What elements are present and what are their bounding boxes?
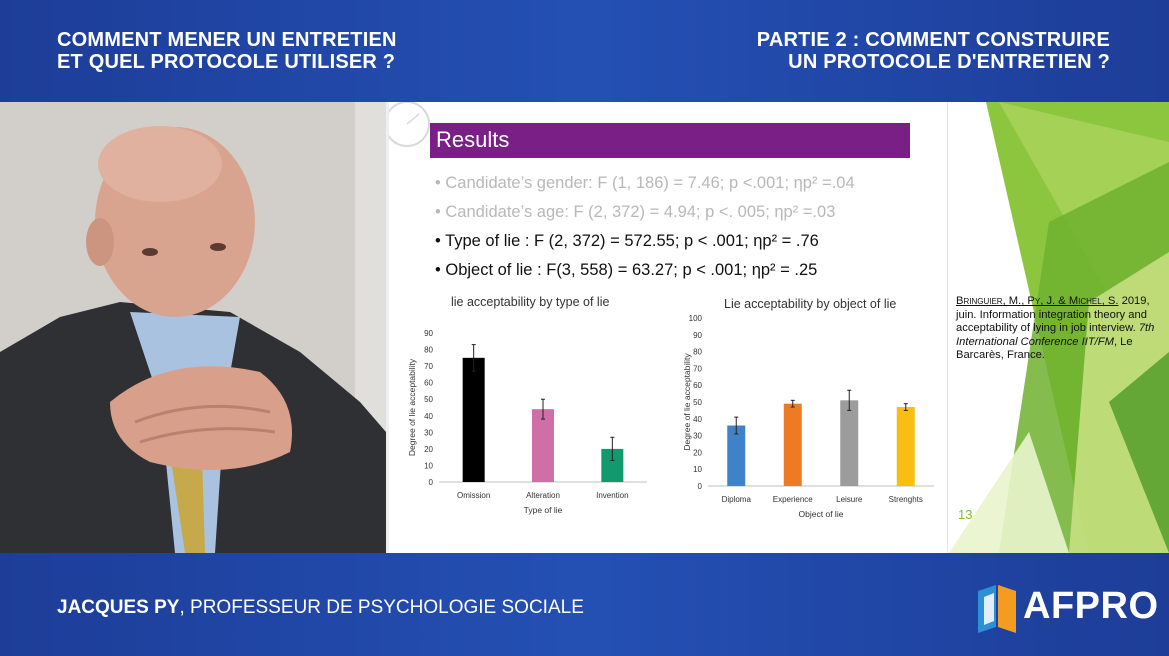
afpro-book-icon	[978, 585, 1016, 633]
y-tick-label: 20	[424, 445, 433, 454]
y-tick-label: 70	[693, 364, 702, 373]
citation: Bringuier, M., Py, J. & Michel, S. 2019,…	[956, 295, 1166, 363]
x-tick-label: Invention	[596, 491, 628, 500]
slide-title: Results	[436, 127, 510, 152]
slide-decoration	[389, 102, 1169, 553]
x-tick-label: Alteration	[526, 491, 560, 500]
y-axis-label: Degree of lie acceptability	[682, 353, 692, 451]
x-tick-label: Omission	[457, 491, 490, 500]
header-right-line1: PARTIE 2 : COMMENT CONSTRUIRE	[756, 29, 1110, 51]
y-tick-label: 100	[689, 314, 703, 323]
header-left-line2: ET QUEL PROTOCOLE UTILISER ?	[57, 51, 396, 73]
y-tick-label: 60	[424, 379, 433, 388]
x-tick-label: Diploma	[722, 495, 752, 504]
y-tick-label: 10	[424, 461, 433, 470]
y-tick-label: 10	[693, 465, 702, 474]
y-tick-label: 90	[424, 329, 433, 338]
header-left-line1: COMMENT MENER UN ENTRETIEN	[57, 29, 397, 51]
y-tick-label: 50	[693, 398, 702, 407]
x-tick-label: Leisure	[836, 495, 863, 504]
chart2-title: Lie acceptability by object of lie	[724, 297, 897, 311]
bar-omission	[462, 357, 485, 482]
slide-page-number: 13	[958, 507, 973, 522]
logo-text: AFPRO	[1023, 585, 1159, 627]
y-tick-label: 90	[693, 331, 702, 340]
stat-age: • Candidate’s age: F (2, 372) = 4.94; p …	[435, 203, 836, 221]
footer-banner: JACQUES PY, PROFESSEUR DE PSYCHOLOGIE SO…	[0, 553, 1169, 656]
clock-hand	[406, 113, 420, 125]
y-tick-label: 0	[698, 482, 703, 491]
header-right-title: PARTIE 2 : COMMENT CONSTRUIRE UN PROTOCO…	[757, 29, 1110, 73]
y-tick-label: 0	[429, 478, 434, 487]
bar-leisure	[840, 400, 859, 486]
bar-diploma	[727, 425, 746, 486]
speaker-video	[0, 102, 386, 553]
y-tick-label: 20	[693, 448, 702, 457]
citation-conference: 7th International Conference IIT/FM	[956, 322, 1155, 348]
video-divider	[386, 102, 389, 553]
chart-type-of-lie: 0 10 20 30 40 50 60 70 80 90 Degree of lie accepta…	[407, 329, 647, 515]
header-right-line2: UN PROTOCOLE D'ENTRETIEN ?	[788, 51, 1110, 73]
citation-place: , Le Barcarès, France.	[956, 335, 1133, 362]
x-tick-label: Strenghts	[889, 495, 923, 504]
y-tick-label: 80	[424, 346, 433, 355]
speaker-role: , PROFESSEUR DE PSYCHOLOGIE SOCIALE	[179, 597, 584, 618]
y-tick-label: 70	[424, 362, 433, 371]
chart1-title: lie acceptability by type of lie	[451, 295, 610, 309]
presentation-slide: Results • Candidate’s gender: F (1, 186)…	[389, 102, 1169, 553]
stat-gender: • Candidate’s gender: F (1, 186) = 7.46;…	[435, 174, 855, 192]
y-tick-label: 50	[424, 395, 433, 404]
citation-authors: Bringuier, M., Py, J. & Michel, S.	[956, 295, 1119, 307]
bar-experience	[783, 403, 802, 486]
stat-type-of-lie: • Type of lie : F (2, 372) = 572.55; p <…	[435, 232, 819, 250]
y-tick-label: 30	[693, 432, 702, 441]
bar-strenghts	[896, 407, 915, 486]
chart-object-of-lie: 0 10 20 30 40 50 60 70 80 90 100 Degree of lie acce…	[682, 314, 934, 519]
y-axis-label: Degree of lie acceptability	[407, 358, 417, 456]
speaker-name: JACQUES PY	[57, 597, 180, 618]
stat-object-of-lie: • Object of lie : F(3, 558) = 63.27; p <…	[435, 261, 818, 279]
x-tick-label: Experience	[773, 495, 814, 504]
bar-invention	[601, 448, 624, 482]
y-tick-label: 60	[693, 381, 702, 390]
x-axis-label: Object of lie	[799, 509, 844, 519]
y-tick-label: 40	[424, 412, 433, 421]
header-left-title: COMMENT MENER UN ENTRETIEN ET QUEL PROTO…	[57, 29, 397, 73]
y-tick-label: 30	[424, 428, 433, 437]
afpro-logo: AFPRO	[978, 579, 1158, 635]
x-axis-label: Type of lie	[524, 505, 563, 515]
results-title-bar: Results	[430, 123, 910, 158]
y-tick-label: 80	[693, 348, 702, 357]
citation-text: 2019, juin. Information integration theo…	[956, 295, 1150, 334]
speaker-illustration	[0, 102, 386, 553]
clock-sketch-icon	[389, 102, 430, 147]
speaker-caption: JACQUES PY, PROFESSEUR DE PSYCHOLOGIE SO…	[57, 597, 584, 619]
y-tick-label: 40	[693, 415, 702, 424]
header-banner: COMMENT MENER UN ENTRETIEN ET QUEL PROTO…	[0, 0, 1169, 102]
bar-alteration	[532, 409, 554, 482]
